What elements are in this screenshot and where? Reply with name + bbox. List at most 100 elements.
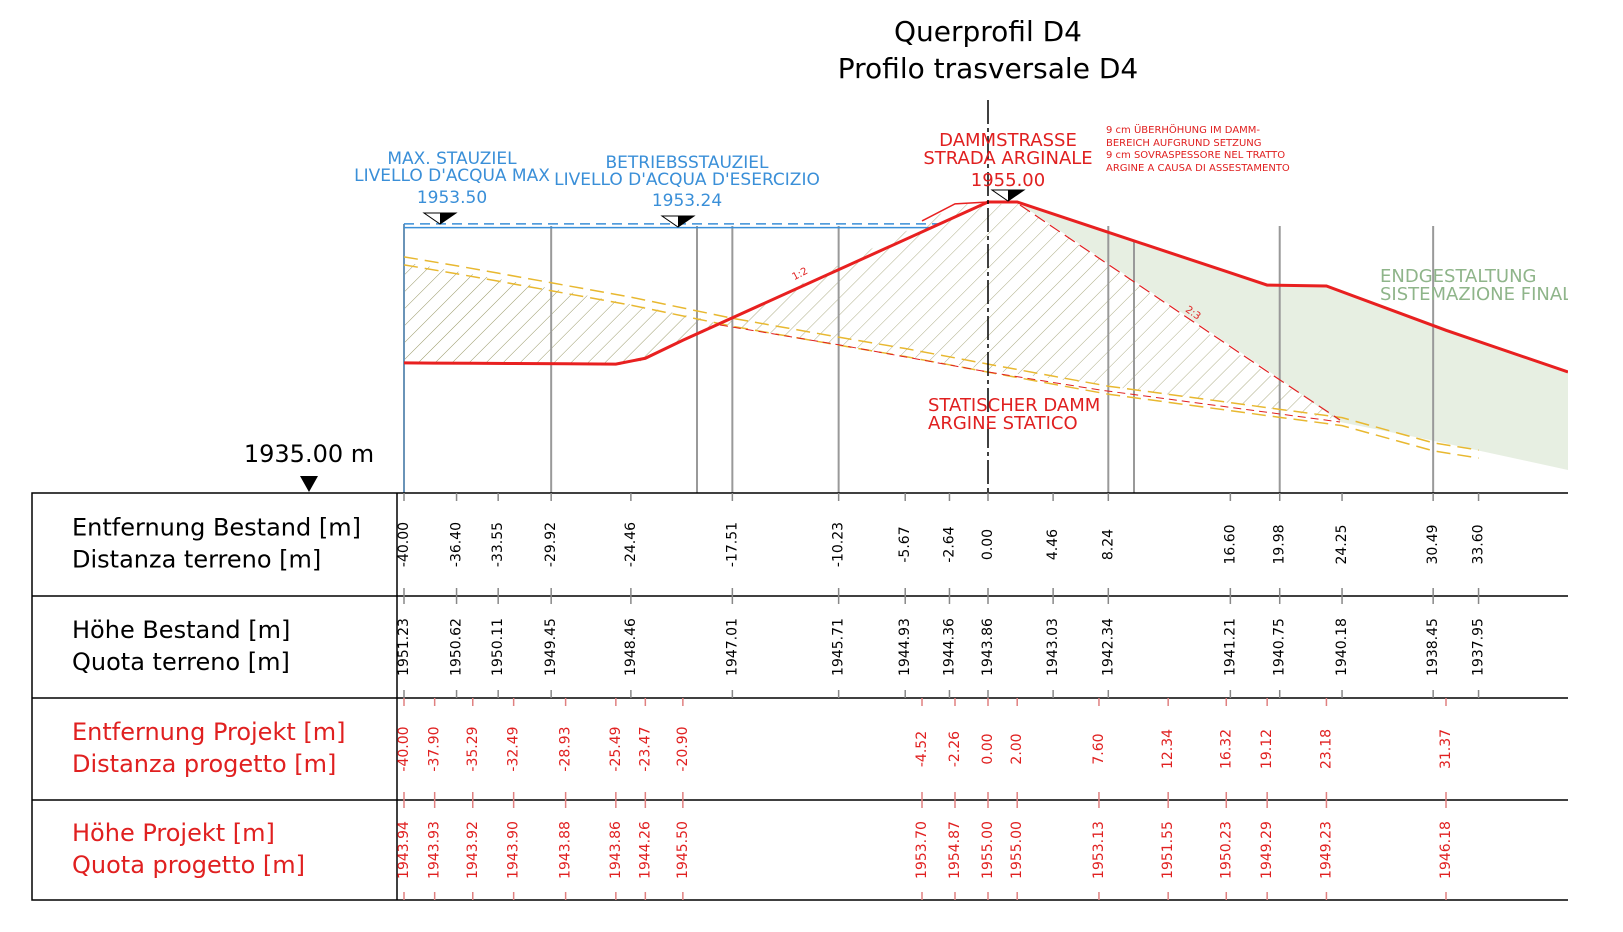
row-value: -32.49 xyxy=(506,726,522,771)
static-dam-base xyxy=(719,324,1341,423)
level-marker-fill xyxy=(1008,190,1024,201)
row-value: 1950.11 xyxy=(490,618,506,676)
row-value: -2.26 xyxy=(947,731,963,767)
row-value: 1943.88 xyxy=(558,821,574,879)
row-value: 23.18 xyxy=(1318,729,1334,769)
datum-label: 1935.00 m xyxy=(244,440,374,468)
row-value: -24.46 xyxy=(623,522,639,567)
row-label: Distanza terreno [m] xyxy=(72,546,321,574)
row-value: 4.46 xyxy=(1045,529,1061,560)
row-value: 1943.03 xyxy=(1045,618,1061,676)
row-value: 1945.71 xyxy=(831,618,847,676)
final-shape-area xyxy=(1020,204,1568,470)
row-value: 2.00 xyxy=(1009,733,1025,764)
hatch-left xyxy=(404,262,720,365)
row-value: 1941.21 xyxy=(1222,618,1238,676)
operating-level-label: 1953.24 xyxy=(652,191,722,211)
row-value: 1951.23 xyxy=(396,618,412,676)
row-value: 31.37 xyxy=(1438,729,1454,769)
row-label: Quota progetto [m] xyxy=(72,851,305,879)
dam-road-label: 1955.00 xyxy=(971,170,1045,191)
level-marker-fill xyxy=(678,216,694,227)
row-value: -23.47 xyxy=(637,726,653,771)
row-label: Distanza progetto [m] xyxy=(72,750,336,778)
drawing xyxy=(300,100,1568,493)
row-value: 1943.94 xyxy=(396,821,412,879)
row-value: 1946.18 xyxy=(1438,821,1454,879)
road-detail xyxy=(921,201,989,222)
row-value: 1950.62 xyxy=(449,618,465,676)
row-value: 1943.92 xyxy=(465,821,481,879)
row-value: 1951.55 xyxy=(1160,821,1176,879)
row-value: 1944.93 xyxy=(897,618,913,676)
table-frame xyxy=(31,492,1623,901)
row-value: 1943.86 xyxy=(980,618,996,676)
row-label: Entfernung Projekt [m] xyxy=(72,718,346,746)
row-label: Höhe Projekt [m] xyxy=(72,819,275,847)
row-value: -17.51 xyxy=(724,522,740,567)
row-value: 1942.34 xyxy=(1100,618,1116,676)
row-value: 0.00 xyxy=(980,529,996,560)
row-value: 1938.45 xyxy=(1425,618,1441,676)
row-value: 0.00 xyxy=(980,733,996,764)
row-value: -25.49 xyxy=(608,726,624,771)
row-value: 33.60 xyxy=(1471,524,1487,564)
row-label: Quota terreno [m] xyxy=(72,648,290,676)
row-value: 8.24 xyxy=(1100,529,1116,560)
note: 9 cm SOVRASPESSORE NEL TRATTO xyxy=(1106,150,1285,161)
max-level-label: LIVELLO D'ACQUA MAX xyxy=(354,166,550,186)
row-value: 1947.01 xyxy=(724,618,740,676)
row-value: -29.92 xyxy=(543,522,559,567)
row-value: 30.49 xyxy=(1425,524,1441,564)
row-value: 1940.75 xyxy=(1272,618,1288,676)
row-value: 1954.87 xyxy=(947,821,963,879)
row-value: 1955.00 xyxy=(1009,821,1025,879)
row-value: 1943.93 xyxy=(427,821,443,879)
row-value: 1949.45 xyxy=(543,618,559,676)
note: BEREICH AUFGRUND SETZUNG xyxy=(1106,138,1262,149)
row-label: Höhe Bestand [m] xyxy=(72,616,290,644)
row-value: -20.90 xyxy=(675,726,691,771)
row-value: 16.60 xyxy=(1222,524,1238,564)
static-dam-line xyxy=(1019,204,1341,421)
row-value: -35.29 xyxy=(465,726,481,771)
row-value: -2.64 xyxy=(941,526,957,562)
title: Querprofil D4 xyxy=(894,15,1082,48)
row-value: -36.40 xyxy=(449,522,465,567)
row-value: -40.00 xyxy=(396,522,412,567)
row-value: 16.32 xyxy=(1218,729,1234,769)
operating-level-label: BETRIEBSSTAUZIEL xyxy=(605,153,769,173)
row-value: 1955.00 xyxy=(980,821,996,879)
row-value: 1953.70 xyxy=(914,821,930,879)
row-value: -40.00 xyxy=(396,726,412,771)
static-dam-label: STATISCHER DAMM xyxy=(928,395,1100,416)
operating-level-label: LIVELLO D'ACQUA D'ESERCIZIO xyxy=(554,170,820,190)
max-level-label: MAX. STAUZIEL xyxy=(387,149,517,169)
max-level-label: 1953.50 xyxy=(417,188,487,208)
level-marker-fill xyxy=(440,213,456,224)
row-value: 1943.90 xyxy=(506,821,522,879)
note: ARGINE A CAUSA DI ASSESTAMENTO xyxy=(1106,163,1290,174)
row-value: 1940.18 xyxy=(1334,618,1350,676)
row-value: 1945.50 xyxy=(675,821,691,879)
row-value: -37.90 xyxy=(427,726,443,771)
terrain-line xyxy=(403,256,1479,451)
row-value: 1944.26 xyxy=(637,821,653,879)
row-value: -33.55 xyxy=(490,522,506,567)
row-value: 1950.23 xyxy=(1218,821,1234,879)
row-value: 1937.95 xyxy=(1471,618,1487,676)
row-value: 1948.46 xyxy=(623,618,639,676)
row-value: 7.60 xyxy=(1091,733,1107,764)
row-value: 1943.86 xyxy=(608,821,624,879)
note: 9 cm ÜBERHÖHUNG IM DAMM- xyxy=(1106,123,1260,136)
row-value: -10.23 xyxy=(831,522,847,567)
dam-road-label: DAMMSTRASSE xyxy=(939,130,1077,151)
row-value: -4.52 xyxy=(914,731,930,767)
terrain-line-offset xyxy=(403,264,1479,459)
row-value: 24.25 xyxy=(1334,524,1350,564)
row-value: -28.93 xyxy=(558,726,574,771)
final-shape-label: SISTEMAZIONE FINALE xyxy=(1380,284,1584,305)
row-value: 1949.29 xyxy=(1259,821,1275,879)
